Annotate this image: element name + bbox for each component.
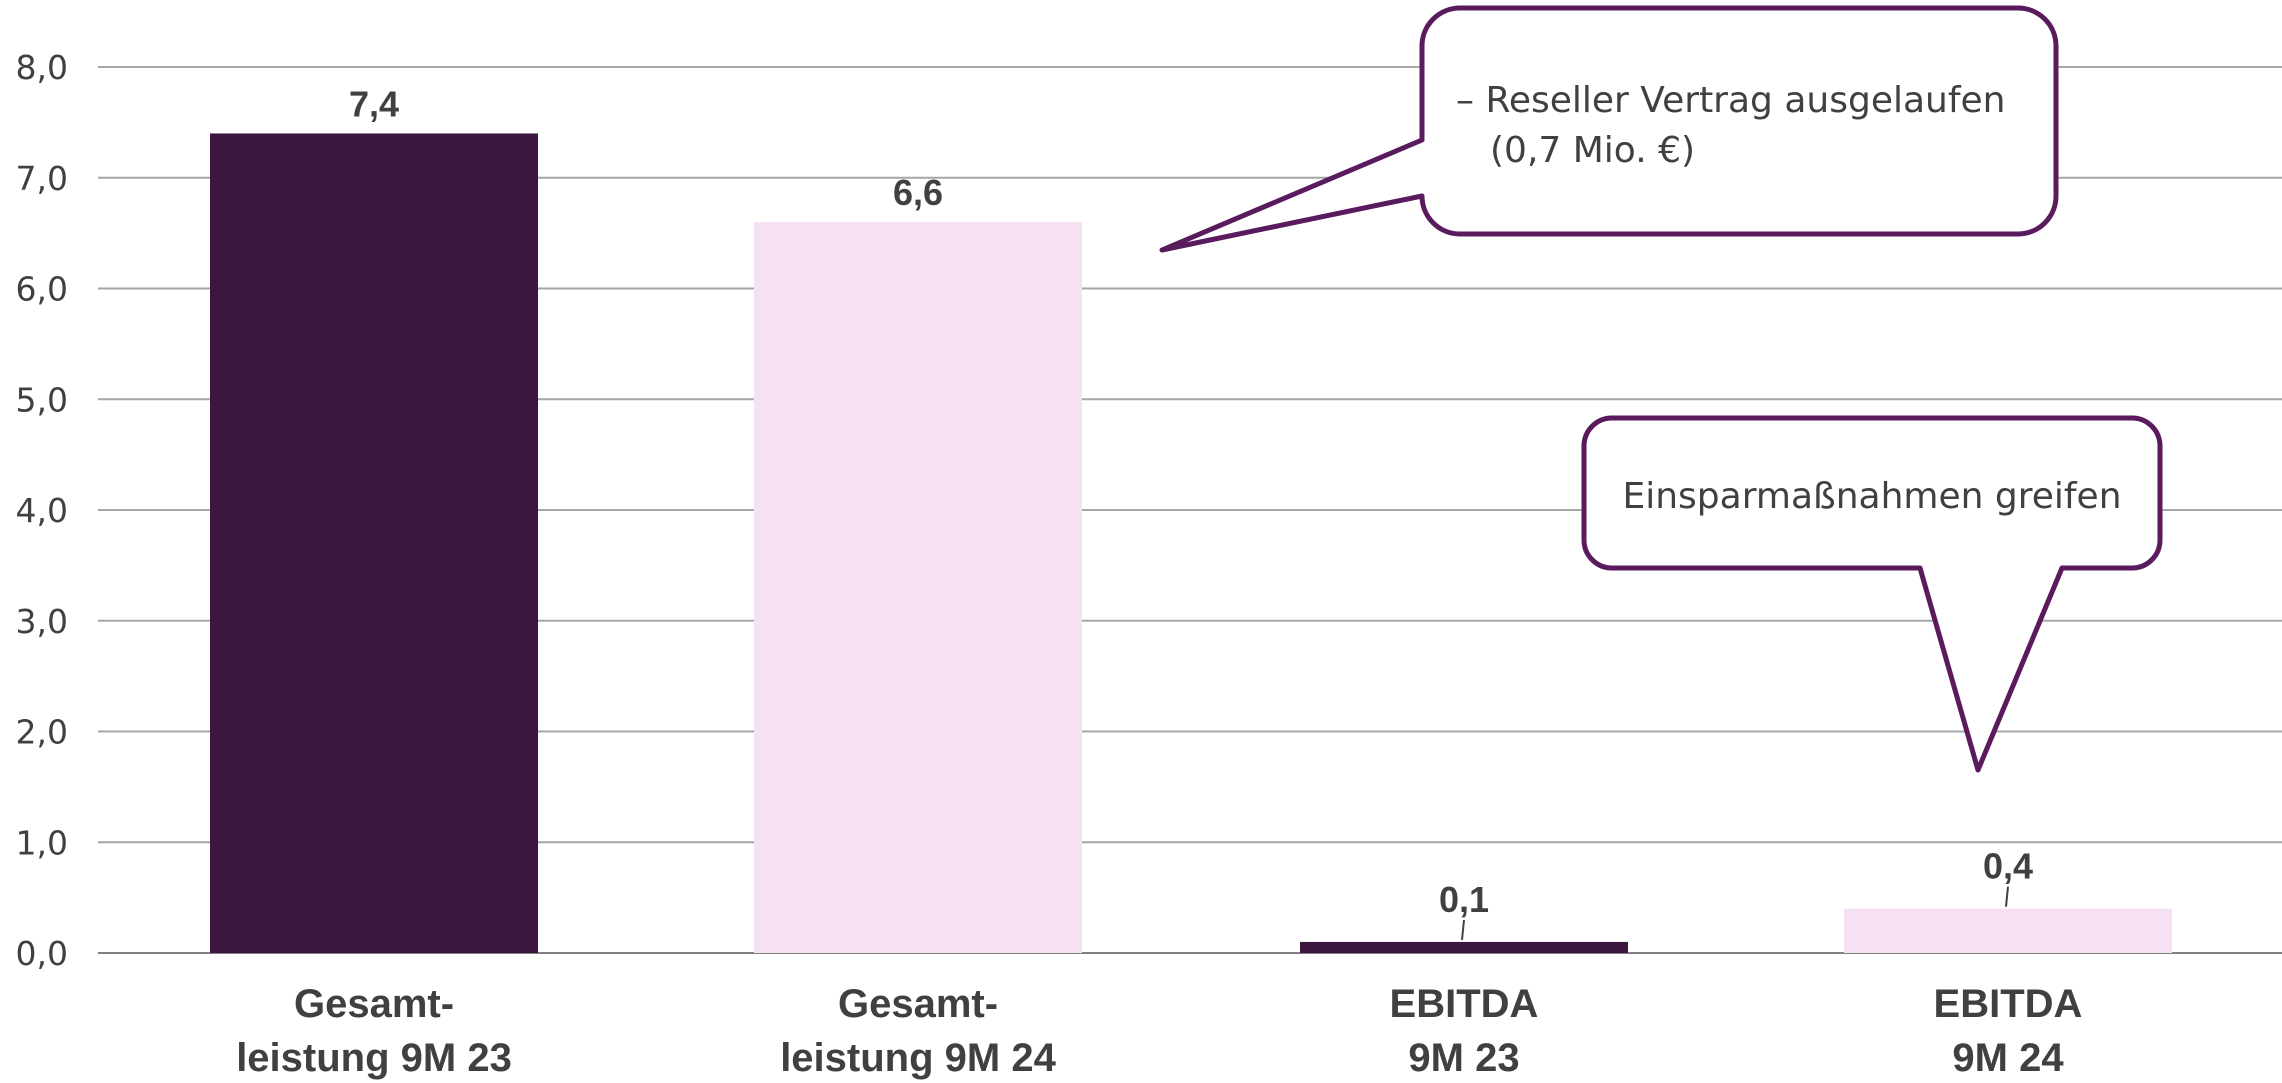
callout-bubble <box>1159 5 2059 253</box>
category-label: Gesamt- <box>294 982 454 1026</box>
y-tick-label: 1,0 <box>16 823 68 862</box>
category-label: leistung 9M 23 <box>236 1036 512 1080</box>
category-label: Gesamt- <box>838 982 998 1026</box>
data-label: 0,1 <box>1439 879 1489 920</box>
callouts: – Reseller Vertrag ausgelaufen (0,7 Mio. … <box>1159 5 2163 773</box>
data-labels: 7,4 6,6 0,1 0,4 <box>349 83 2033 941</box>
y-tick-label: 4,0 <box>16 491 68 530</box>
y-tick-label: 2,0 <box>16 713 68 752</box>
category-label: 9M 23 <box>1408 1036 1519 1080</box>
category-label: EBITDA <box>1934 982 2083 1026</box>
y-tick-label: 8,0 <box>16 48 68 87</box>
data-label: 6,6 <box>893 172 943 213</box>
data-label: 7,4 <box>349 83 399 124</box>
data-label-leader <box>2005 886 2009 907</box>
bar <box>754 222 1082 954</box>
category-label: EBITDA <box>1390 982 1539 1026</box>
callout-text: (0,7 Mio. €) <box>1490 130 1695 171</box>
bars <box>210 133 2172 954</box>
y-axis-ticks: 0,0 1,0 2,0 3,0 4,0 5,0 6,0 7,0 8,0 <box>16 48 68 973</box>
callout-bubble <box>1581 415 2163 773</box>
data-label: 0,4 <box>1983 846 2033 887</box>
y-tick-label: 5,0 <box>16 380 68 419</box>
y-tick-label: 7,0 <box>16 159 68 198</box>
callout-text: Einsparmaßnahmen greifen <box>1622 476 2121 517</box>
bar <box>210 133 538 953</box>
category-labels: Gesamt-leistung 9M 23 Gesamt-leistung 9M … <box>236 982 2082 1080</box>
bar <box>1300 941 1628 953</box>
y-tick-label: 0,0 <box>16 934 68 973</box>
data-label-leader <box>1461 919 1465 941</box>
category-label: 9M 24 <box>1952 1036 2064 1080</box>
callout-text: – Reseller Vertrag ausgelaufen <box>1456 80 2006 121</box>
category-label: leistung 9M 24 <box>780 1036 1056 1080</box>
y-tick-label: 3,0 <box>16 602 68 641</box>
y-tick-label: 6,0 <box>16 270 68 309</box>
bar <box>1844 908 2172 953</box>
